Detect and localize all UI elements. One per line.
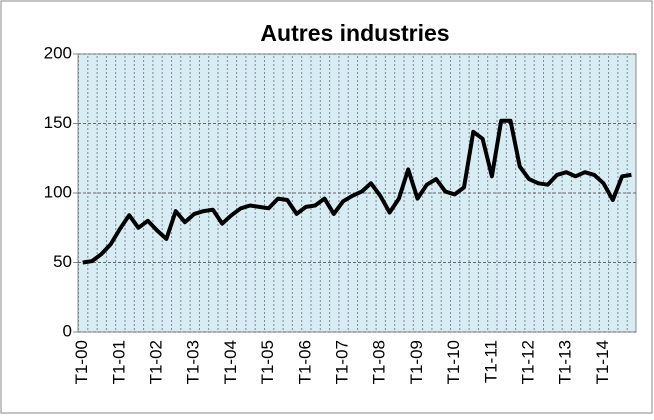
y-tick-label: 150 <box>44 113 72 132</box>
line-series <box>82 118 632 265</box>
x-tick-label: T1-09 <box>407 340 426 384</box>
y-tick-label: 100 <box>44 182 72 201</box>
x-tick-label: T1-14 <box>593 340 612 384</box>
x-tick-label: T1-01 <box>109 340 128 384</box>
x-tick-label: T1-05 <box>258 340 277 384</box>
x-tick-label: T1-00 <box>72 340 91 384</box>
x-tick-label: T1-02 <box>147 340 166 384</box>
y-tick-label: 200 <box>44 43 72 62</box>
x-tick-label: T1-08 <box>370 340 389 384</box>
x-tick-label: T1-13 <box>556 340 575 384</box>
x-tick-label: T1-12 <box>519 340 538 384</box>
x-tick-label: T1-10 <box>444 340 463 384</box>
x-tick-label: T1-04 <box>221 340 240 384</box>
y-tick-label: 0 <box>63 321 72 340</box>
y-tick-label: 50 <box>53 252 72 271</box>
chart-title: Autres industries <box>260 20 449 46</box>
x-tick-label: T1-06 <box>295 340 314 384</box>
x-tick-label: T1-03 <box>184 340 203 384</box>
x-tick-label: T1-07 <box>333 340 352 384</box>
x-tick-label: T1-11 <box>481 340 500 383</box>
